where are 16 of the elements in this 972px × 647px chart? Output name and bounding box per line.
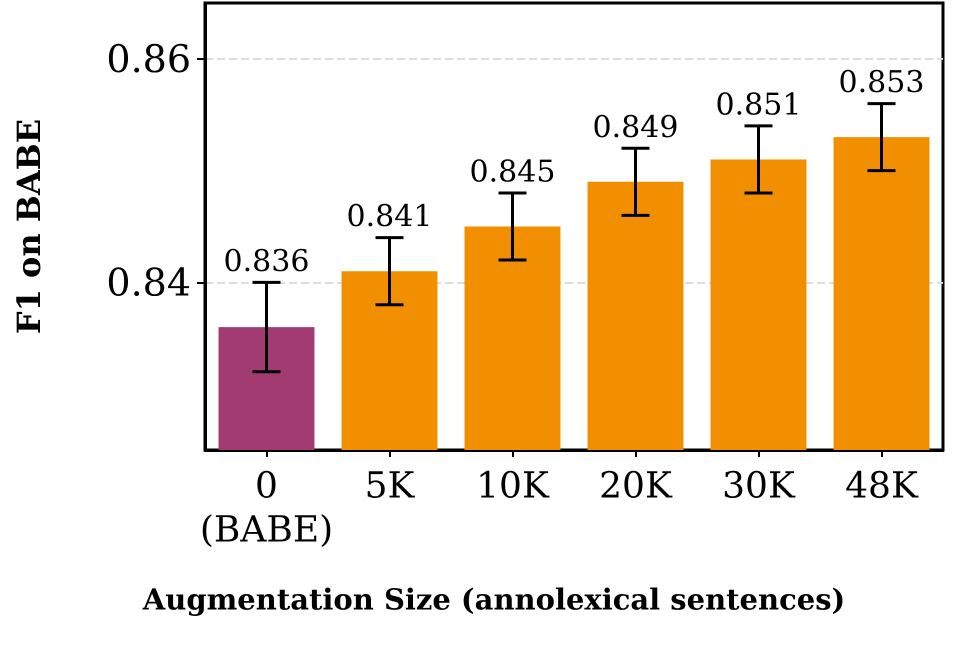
data-label: 0.845 (470, 154, 556, 190)
x-tick-label: 20K (599, 466, 673, 506)
x-tick-label: 48K (845, 466, 919, 506)
data-label: 0.841 (346, 199, 432, 234)
x-tick-label: 10K (476, 466, 550, 506)
y-axis-title: F1 on BABE (10, 118, 48, 334)
data-label: 0.853 (838, 65, 924, 100)
y-tick-label: 0.84 (106, 260, 191, 304)
x-tick-label: 5K (364, 466, 416, 506)
x-tick-label: 0 (BABE) (200, 466, 334, 550)
data-label: 0.849 (592, 110, 678, 145)
y-tick-label: 0.86 (106, 36, 191, 81)
data-label: 0.851 (716, 87, 802, 122)
data-label: 0.836 (224, 244, 310, 279)
x-axis-title: Augmentation Size (annolexical sentences) (142, 582, 846, 616)
x-tick-label: 30K (722, 466, 796, 506)
